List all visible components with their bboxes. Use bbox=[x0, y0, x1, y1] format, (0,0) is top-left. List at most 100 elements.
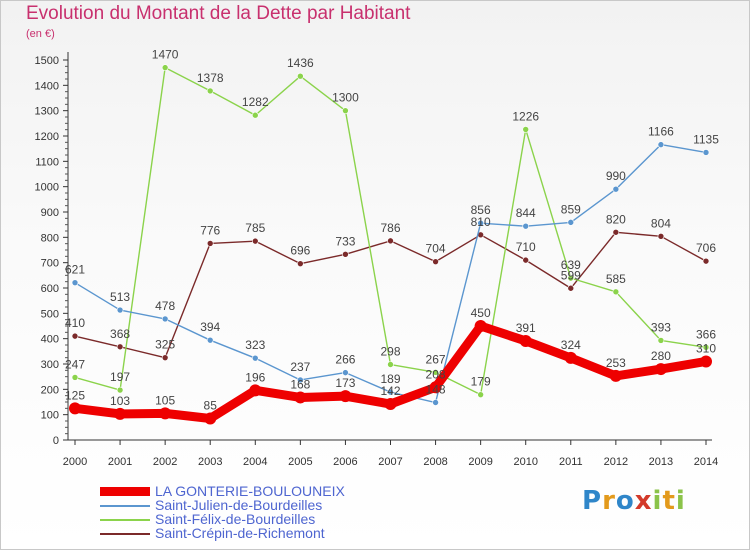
data-point bbox=[297, 376, 304, 384]
y-tick-label: 600 bbox=[41, 283, 59, 295]
data-label: 247 bbox=[65, 357, 85, 371]
data-point bbox=[387, 361, 394, 368]
y-tick-label: 700 bbox=[41, 258, 59, 270]
data-point bbox=[654, 363, 667, 376]
data-label: 280 bbox=[651, 349, 671, 363]
legend-swatch-saint-julien bbox=[100, 505, 150, 507]
data-label: 810 bbox=[471, 215, 491, 229]
data-point bbox=[297, 260, 304, 267]
data-label: 393 bbox=[651, 320, 671, 334]
data-point bbox=[249, 384, 262, 397]
data-point bbox=[657, 233, 665, 240]
data-label: 196 bbox=[245, 370, 265, 384]
legend-label-saint-felix: Saint-Félix-de-Bourdeilles bbox=[155, 511, 316, 527]
legend-swatch-gonterie bbox=[100, 487, 150, 496]
data-point bbox=[71, 332, 79, 340]
data-point bbox=[522, 126, 530, 133]
data-point bbox=[567, 219, 575, 226]
x-tick-label: 2011 bbox=[559, 456, 583, 468]
data-label: 1470 bbox=[152, 48, 179, 62]
data-label: 237 bbox=[290, 360, 310, 374]
legend-label-gonterie: LA GONTERIE-BOULOUNEIX bbox=[155, 483, 345, 499]
data-label: 785 bbox=[245, 221, 265, 235]
x-tick-label: 2000 bbox=[63, 456, 87, 468]
data-label: 148 bbox=[426, 383, 446, 397]
y-tick-label: 0 bbox=[53, 435, 59, 447]
data-label: 478 bbox=[155, 299, 175, 313]
data-label: 1166 bbox=[648, 125, 674, 139]
data-point bbox=[206, 240, 214, 247]
x-tick-label: 2014 bbox=[694, 456, 718, 468]
data-label: 856 bbox=[471, 203, 491, 217]
data-point bbox=[114, 407, 127, 420]
data-point bbox=[161, 315, 169, 323]
y-tick-label: 1000 bbox=[35, 182, 59, 194]
data-label: 786 bbox=[380, 221, 400, 235]
data-point bbox=[567, 284, 575, 292]
data-point bbox=[384, 398, 397, 411]
data-label: 266 bbox=[335, 353, 355, 367]
data-point bbox=[609, 369, 622, 382]
data-label: 394 bbox=[200, 320, 220, 334]
data-point bbox=[342, 251, 349, 258]
data-label: 820 bbox=[606, 212, 626, 226]
data-label: 1436 bbox=[287, 56, 314, 70]
data-point bbox=[116, 306, 124, 314]
data-label: 323 bbox=[245, 338, 265, 352]
data-label: 103 bbox=[110, 394, 130, 408]
data-point bbox=[432, 258, 439, 265]
legend-label-saint-julien: Saint-Julien-de-Bourdeilles bbox=[155, 497, 323, 513]
x-tick-label: 2012 bbox=[604, 456, 628, 468]
data-label: 990 bbox=[606, 169, 626, 183]
data-point bbox=[297, 72, 304, 80]
data-point bbox=[477, 391, 484, 398]
x-tick-label: 2010 bbox=[513, 456, 537, 468]
data-point bbox=[204, 412, 217, 425]
x-tick-label: 2009 bbox=[468, 456, 492, 468]
y-tick-label: 300 bbox=[41, 359, 59, 371]
legend-label-saint-crepin: Saint-Crépin-de-Richemont bbox=[155, 525, 325, 541]
chart-subtitle: (en €) bbox=[26, 28, 55, 40]
data-point bbox=[161, 354, 169, 361]
data-point bbox=[612, 288, 620, 296]
data-point bbox=[342, 369, 349, 376]
logo-letter: P bbox=[582, 486, 603, 516]
x-tick-label: 2005 bbox=[288, 456, 312, 468]
data-label: 368 bbox=[110, 327, 130, 341]
data-point bbox=[294, 391, 307, 404]
proxiti-logo: Proxiti bbox=[582, 486, 686, 516]
data-point bbox=[702, 257, 710, 265]
legend-swatch-saint-crepin bbox=[100, 533, 150, 535]
data-label: 142 bbox=[380, 384, 400, 398]
data-label: 1282 bbox=[242, 95, 269, 109]
data-point bbox=[339, 390, 352, 403]
data-point bbox=[387, 388, 394, 396]
x-tick-label: 2001 bbox=[108, 456, 132, 468]
data-point bbox=[429, 381, 442, 394]
data-point bbox=[251, 354, 259, 362]
data-label: 410 bbox=[65, 316, 85, 330]
data-point bbox=[251, 237, 259, 245]
data-label: 310 bbox=[696, 341, 716, 355]
data-label: 189 bbox=[380, 372, 400, 386]
data-label: 391 bbox=[516, 321, 536, 335]
x-tick-label: 2002 bbox=[153, 456, 177, 468]
data-point bbox=[206, 87, 214, 95]
data-point bbox=[657, 141, 665, 148]
data-label: 585 bbox=[606, 272, 626, 286]
logo-letter: t bbox=[662, 486, 676, 516]
data-label: 168 bbox=[290, 377, 310, 391]
data-label: 859 bbox=[561, 202, 581, 216]
data-point bbox=[342, 107, 349, 114]
logo-letter: x bbox=[634, 486, 653, 516]
data-label: 125 bbox=[65, 388, 85, 402]
y-tick-label: 1400 bbox=[35, 80, 59, 92]
data-label: 706 bbox=[696, 241, 716, 255]
data-point bbox=[522, 256, 530, 264]
data-point bbox=[206, 336, 214, 344]
y-tick-label: 1200 bbox=[35, 131, 59, 143]
data-point bbox=[387, 237, 394, 245]
data-label: 710 bbox=[516, 240, 536, 254]
data-label: 1135 bbox=[693, 132, 719, 146]
x-tick-label: 2013 bbox=[649, 456, 673, 468]
